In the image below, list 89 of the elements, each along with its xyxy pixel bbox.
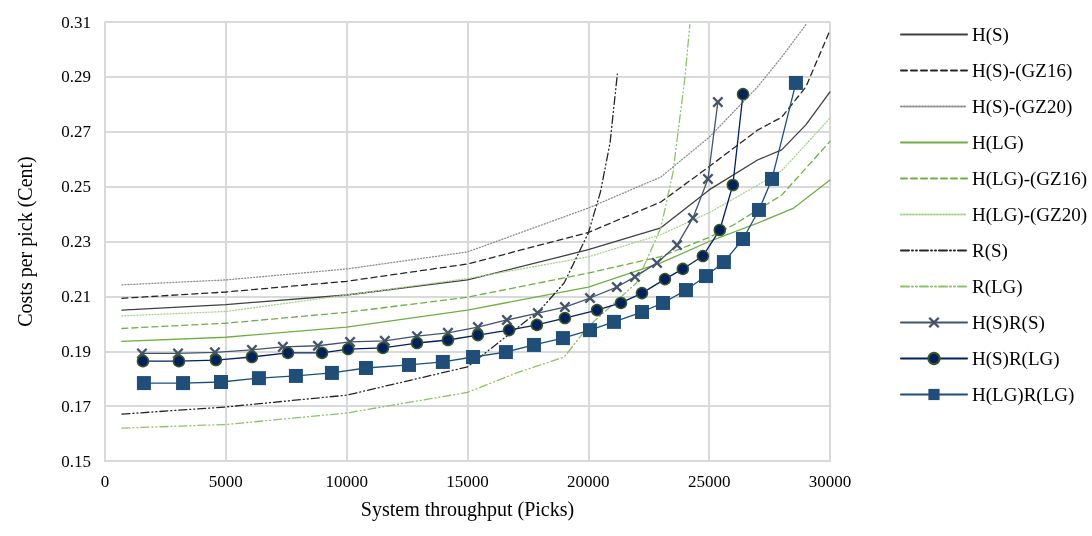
legend-label: H(LG) [971,132,1024,154]
point [176,376,191,391]
legend-label: H(S)-(GZ16) [971,60,1073,82]
point [634,305,649,320]
x-tick-label: 0 [100,472,110,491]
y-tick-label: 0.19 [61,341,91,361]
point [559,301,571,313]
point [736,232,750,247]
line-series [121,179,831,343]
x-tick-label: 20000 [567,472,610,491]
point [136,376,151,391]
point [172,354,186,368]
y-tick-label: 0.23 [61,232,91,251]
point [713,223,727,237]
y-tick-label: 0.15 [61,451,91,471]
point [558,311,572,325]
point [251,371,266,386]
point [498,345,513,360]
point [435,354,450,369]
point [788,75,803,90]
point [751,202,766,217]
point [214,374,228,389]
x-tick-label: 5000 [208,472,243,491]
legend-label: R(LG) [971,276,1023,298]
y-tick-label: 0.29 [61,67,91,87]
point [471,328,485,342]
point [288,368,303,383]
point [716,255,731,270]
point [712,96,724,108]
point [502,323,516,337]
point [635,286,649,300]
point [281,346,295,360]
legend-label: H(LG)R(LG) [971,384,1075,406]
point [555,331,570,346]
x-tick-label: 15000 [446,472,489,491]
point [402,357,417,372]
y-tick-label: 0.27 [61,122,92,142]
point [466,350,481,365]
point [606,314,621,329]
point [658,272,672,286]
point [651,257,663,269]
y-tick-label: 0.17 [61,396,92,416]
point [245,350,259,364]
point [611,281,623,293]
point [532,307,544,319]
point [376,341,390,355]
legend-label: H(LG)-(GZ20) [971,204,1087,226]
point [656,295,671,310]
point [765,171,779,186]
point [726,178,740,192]
point [678,283,693,298]
point [629,271,641,283]
point [341,342,355,356]
line-series [121,140,831,330]
point [736,87,750,101]
x-tick-label: 25000 [687,472,731,491]
point [359,360,373,375]
point [696,249,710,263]
y-axis-title: Costs per pick (Cent) [14,156,37,327]
point [315,346,329,360]
line-series [121,24,691,429]
point [614,296,628,310]
point [590,303,604,317]
point [671,239,683,251]
point [441,333,455,347]
y-tick-label: 0.31 [61,12,91,32]
point [136,354,150,368]
y-tick-label: 0.21 [61,286,91,306]
point [324,365,339,380]
point [530,318,544,332]
x-axis-title: System throughput (Picks) [360,498,575,521]
point [410,336,424,350]
x-tick-label: 30000 [808,472,852,491]
x-tick-label: 10000 [325,472,368,491]
point [699,269,714,284]
legend-label: R(S) [971,240,1008,262]
point [209,353,223,367]
point [676,262,690,276]
y-tick-label: 0.25 [61,177,91,197]
point [702,173,714,185]
point [687,212,699,224]
legend-label: H(S)R(S) [971,312,1045,334]
legend-label: H(LG)-(GZ16) [971,168,1087,190]
legend-label: H(S)R(LG) [971,348,1060,370]
point [583,323,598,338]
legend-label: H(S)-(GZ20) [971,96,1073,118]
legend-label: H(S) [971,24,1009,46]
point [584,292,596,304]
point [526,337,541,352]
